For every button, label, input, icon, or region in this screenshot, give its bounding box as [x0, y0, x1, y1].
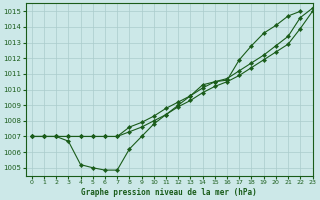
X-axis label: Graphe pression niveau de la mer (hPa): Graphe pression niveau de la mer (hPa) — [81, 188, 257, 197]
